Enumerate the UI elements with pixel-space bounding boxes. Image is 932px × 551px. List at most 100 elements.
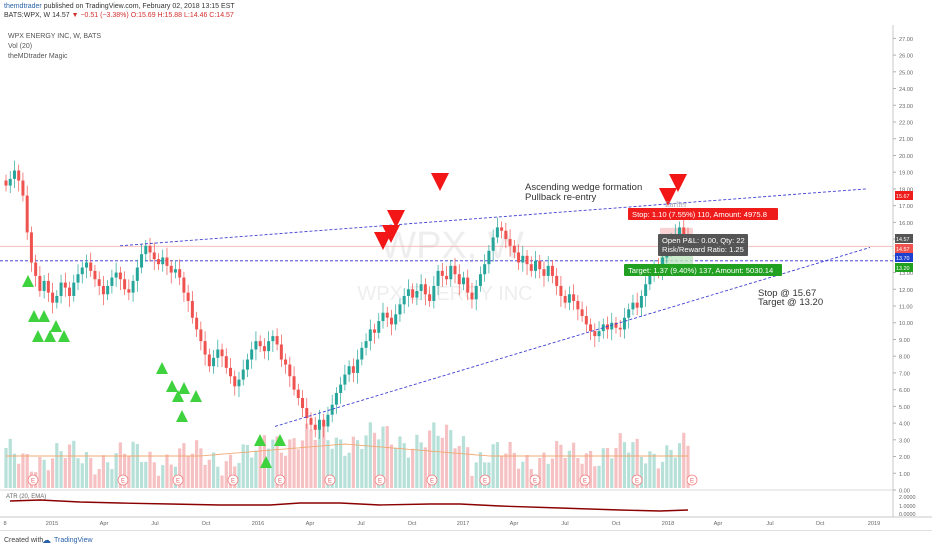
candle-body xyxy=(440,270,444,276)
candle-body xyxy=(504,230,508,240)
volume-bar xyxy=(110,469,114,488)
volume-bar xyxy=(584,453,588,488)
atr-tick-label: 1.0000 xyxy=(899,504,916,510)
candle-body xyxy=(576,300,580,310)
volume-bar xyxy=(21,453,25,488)
sell-signal-icon xyxy=(659,188,677,206)
candle-body xyxy=(309,418,313,425)
atr-legend: ATR (20, EMA) xyxy=(6,494,46,500)
candle-body xyxy=(55,295,59,303)
candle-body xyxy=(216,349,220,358)
volume-bar xyxy=(572,442,576,488)
candle-body xyxy=(144,245,148,255)
candle-body xyxy=(567,294,571,303)
candle-body xyxy=(339,384,343,393)
candle-body xyxy=(152,252,156,260)
author-link[interactable]: themdtrader xyxy=(4,3,42,10)
buy-signal-icon xyxy=(166,380,178,392)
volume-bar xyxy=(271,439,275,488)
candle-body xyxy=(190,300,194,318)
price-chart[interactable]: 27.00 26.00 25.00 24.00 23.00 22.00 21.00 20.00… xyxy=(0,0,932,530)
candle-body xyxy=(521,255,525,263)
buy-signal-icon xyxy=(22,275,34,287)
volume-bar xyxy=(389,444,394,488)
candle-body xyxy=(4,180,8,186)
candle-body xyxy=(648,274,652,285)
candle-body xyxy=(156,259,160,265)
volume-bar xyxy=(588,450,593,488)
time-tick-label: Oct xyxy=(816,521,825,527)
candle-body xyxy=(161,257,165,265)
candle-body xyxy=(292,376,296,390)
candle-body xyxy=(63,282,67,288)
volume-bar xyxy=(402,443,406,488)
stop-note: Stop @ 15.67 xyxy=(758,288,816,299)
sell-signal-icon xyxy=(382,225,400,243)
buy-signal-icon xyxy=(28,310,40,322)
volume-bar xyxy=(283,455,288,488)
wedge-lower-line xyxy=(274,247,871,427)
candle-body xyxy=(322,419,326,427)
candle-body xyxy=(46,280,50,293)
price-tick-label: 12.00 xyxy=(899,288,913,294)
price-tick-label: 18.00 xyxy=(899,187,913,193)
volume-bar xyxy=(42,459,46,488)
candle-body xyxy=(313,424,317,430)
candle-body xyxy=(398,304,402,315)
volume-bar xyxy=(423,447,427,488)
candle-body xyxy=(12,170,16,179)
buy-signal-icon xyxy=(178,382,190,394)
volume-bar xyxy=(220,475,224,488)
candle-body xyxy=(453,265,457,275)
price-tick-label: 13.00 xyxy=(899,271,913,277)
candle-body xyxy=(508,239,512,246)
candle-body xyxy=(199,329,203,342)
price-tick-label: 1.00 xyxy=(899,472,910,478)
time-tick-label: 2016 xyxy=(252,521,264,527)
candle-body xyxy=(423,284,427,295)
price-tick-label: 25.00 xyxy=(899,70,913,76)
candle-body xyxy=(572,294,576,301)
candle-body xyxy=(542,269,546,276)
candle-body xyxy=(419,284,423,291)
volume-bar xyxy=(89,457,93,488)
volume-bar xyxy=(555,440,559,488)
volume-bar xyxy=(182,443,186,488)
candle-body xyxy=(165,257,169,266)
volume-bar xyxy=(76,458,80,488)
volume-bar xyxy=(8,438,12,488)
buy-signal-icon xyxy=(190,390,202,402)
volume-bar xyxy=(131,441,135,488)
candle-body xyxy=(559,285,563,296)
time-tick-label: Apr xyxy=(100,521,109,527)
volume-bar xyxy=(677,443,682,488)
sell-signal-icon xyxy=(431,173,449,191)
wedge-note-1: Ascending wedge formation xyxy=(525,182,642,193)
price-tick-label: 2.00 xyxy=(899,455,910,461)
candle-body xyxy=(478,274,482,286)
volume-bar xyxy=(237,463,241,488)
tradingview-brand[interactable]: TradingView xyxy=(54,537,93,544)
atr-tick-label: 2.0000 xyxy=(899,495,916,501)
candle-body xyxy=(364,341,368,348)
buy-signal-icon xyxy=(274,434,286,446)
volume-bar xyxy=(59,451,63,488)
earnings-marker-label: E xyxy=(328,479,332,485)
candle-body xyxy=(563,295,567,303)
volume-bar xyxy=(377,439,381,488)
publish-line: themdtrader published on TradingView.com… xyxy=(4,3,235,10)
wedge-note-2: Pullback re-entry xyxy=(525,192,597,203)
price-tick-label: 6.00 xyxy=(899,388,910,394)
earnings-marker-label: E xyxy=(278,479,282,485)
volume-bar xyxy=(288,439,292,488)
candle-body xyxy=(597,331,601,337)
candle-body xyxy=(389,317,393,325)
volume-ma-line xyxy=(6,443,688,457)
volume-bar xyxy=(512,452,516,488)
volume-bar xyxy=(139,462,144,488)
volume-bar xyxy=(254,450,258,488)
volume-bar xyxy=(508,441,512,488)
volume-bar xyxy=(669,449,673,488)
volume-bar xyxy=(567,450,571,488)
